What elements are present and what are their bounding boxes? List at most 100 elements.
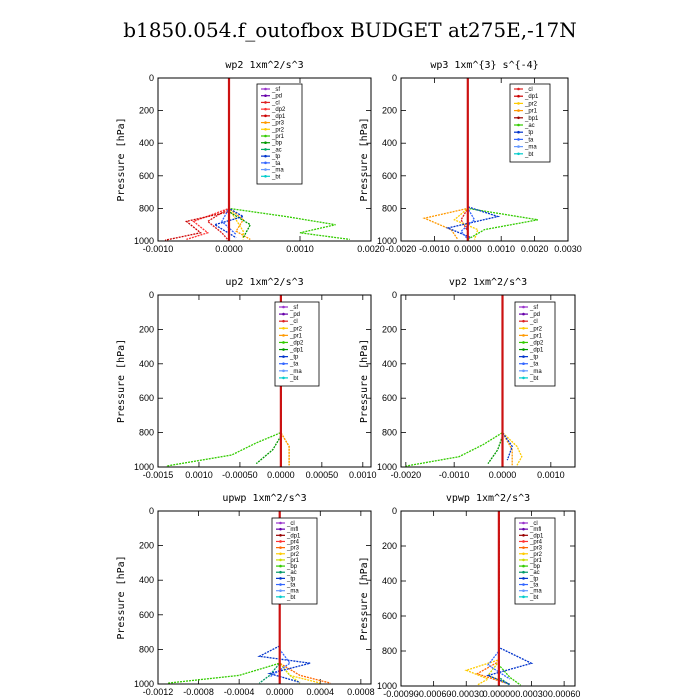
x-tick-label: 0.0010	[537, 470, 565, 480]
x-tick-label: 0.0000	[454, 244, 482, 254]
x-tick-label: -0.0010	[143, 244, 174, 254]
y-tick-label: 200	[139, 106, 154, 116]
panel-title: vp2 1xm^2/s^3	[449, 277, 527, 288]
legend-label: _ta	[286, 583, 296, 589]
legend-marker	[282, 348, 285, 351]
legend-marker	[264, 154, 267, 158]
legend-marker	[279, 527, 282, 531]
legend-label: _dp2	[289, 340, 304, 346]
legend-marker	[522, 334, 525, 337]
legend-label: _bp	[271, 141, 283, 147]
legend-marker	[282, 305, 285, 309]
x-tick-label: 0.00050	[306, 470, 339, 480]
legend: _sf_pd_cl_pr2_pr1_dp2 _dp1_tp_ta_ma_bt	[514, 301, 556, 387]
series-line	[501, 295, 513, 461]
legend-marker	[522, 583, 525, 586]
legend-marker	[522, 595, 525, 599]
legend-marker	[264, 168, 267, 171]
legend-marker	[279, 564, 282, 568]
legend-marker	[522, 521, 525, 525]
legend-marker	[517, 145, 520, 148]
legend-label: _cl	[529, 521, 538, 527]
legend-marker	[522, 558, 525, 562]
series-line	[164, 78, 230, 241]
legend-label: _pr4	[529, 539, 543, 545]
x-tick-label: 0.0004	[307, 687, 335, 697]
legend-label: _ac	[271, 147, 282, 153]
legend: _cl_mfl_dp1_pr4_pr3_pr2_pr1_bp_ac_tp_ta_…	[271, 517, 318, 605]
legend-marker	[517, 138, 520, 141]
legend-marker	[282, 376, 285, 380]
legend-marker	[522, 564, 525, 568]
x-tick-label: -0.00050	[222, 470, 258, 480]
legend-label: _tp	[529, 576, 539, 582]
legend-marker	[279, 570, 282, 574]
legend-label: _ma	[529, 369, 542, 375]
legend-label: _pr2	[271, 127, 285, 133]
legend-label: _dp1	[289, 348, 304, 354]
panel-title: wp2 1xm^2/s^3	[225, 60, 303, 71]
legend-marker	[282, 319, 285, 323]
series-line	[501, 295, 513, 466]
series-line	[166, 295, 282, 467]
y-tick-label: 0	[149, 290, 154, 300]
legend-marker	[279, 546, 282, 549]
legend-label: _cl	[289, 319, 298, 325]
legend-label: _cl	[286, 521, 295, 527]
legend-label: _ac	[524, 123, 535, 129]
panel-title: up2 1xm^2/s^3	[225, 277, 303, 288]
y-tick-label: 800	[382, 646, 397, 656]
legend-label: _cl	[524, 87, 533, 93]
legend-label: _pr2	[529, 552, 543, 558]
x-tick-label: -0.0020	[386, 244, 417, 254]
legend-label: _ta	[289, 362, 299, 368]
legend-label: _bp1	[524, 116, 539, 122]
legend-label: _dp1	[286, 533, 301, 539]
legend-marker	[282, 312, 285, 316]
legend-marker	[264, 114, 267, 118]
legend-label: _cl	[271, 100, 280, 106]
legend-label: _ta	[529, 583, 539, 589]
legend-label: _tp	[289, 355, 299, 361]
legend-label: _tp	[529, 355, 539, 361]
y-axis-label: Pressure [hPa]	[116, 339, 127, 423]
x-tick-label: -0.0008	[183, 687, 214, 697]
plot-frame	[157, 77, 372, 242]
legend-label: _bt	[286, 595, 296, 601]
x-tick-label: -0.00090	[383, 689, 419, 699]
legend-marker	[264, 87, 267, 91]
x-tick-label: 0.0030	[554, 244, 582, 254]
legend-marker	[264, 107, 267, 111]
legend-box	[514, 517, 556, 605]
legend-label: _ma	[529, 589, 542, 595]
legend-label: _tp	[524, 130, 534, 136]
y-tick-label: 400	[139, 575, 154, 585]
legend-marker	[264, 174, 267, 178]
legend-label: _tp	[286, 576, 296, 582]
y-tick-label: 800	[139, 428, 154, 438]
legend-label: _dp2	[529, 340, 544, 346]
legend-marker	[264, 161, 267, 165]
legend-label: _bt	[524, 152, 534, 158]
y-tick-label: 800	[139, 203, 154, 213]
y-axis-label: Pressure [hPa]	[116, 555, 127, 639]
y-tick-label: 1000	[377, 462, 397, 472]
y-tick-label: 400	[139, 138, 154, 148]
series-line	[206, 78, 230, 241]
y-tick-label: 400	[139, 359, 154, 369]
y-tick-label: 1000	[377, 236, 397, 246]
y-tick-label: 1000	[377, 681, 397, 691]
legend-label: _pr1	[271, 134, 285, 140]
y-tick-label: 400	[382, 359, 397, 369]
legend-marker	[264, 127, 267, 131]
legend-label: _dp1	[271, 114, 286, 120]
legend-label: _bt	[529, 595, 539, 601]
legend-marker	[517, 87, 520, 91]
series-line	[228, 78, 251, 240]
legend-label: _pr1	[289, 333, 303, 339]
legend-label: _sf	[289, 305, 298, 311]
legend-box	[509, 83, 551, 163]
y-tick-label: 200	[139, 541, 154, 551]
legend-label: _ma	[286, 589, 299, 595]
